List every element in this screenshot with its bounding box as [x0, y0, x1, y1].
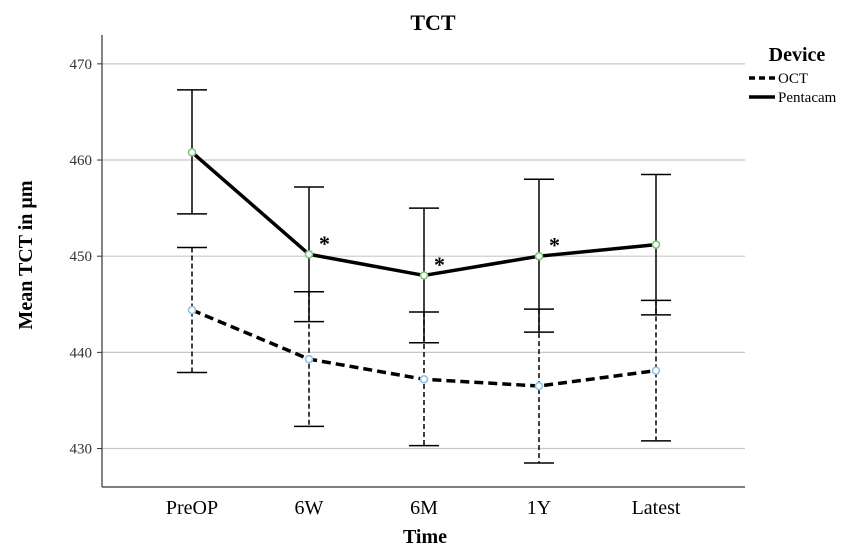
- x-tick-label-preop: PreOP: [166, 497, 218, 519]
- x-tick-label-latest: Latest: [632, 497, 681, 519]
- x-tick-label-1y: 1Y: [527, 497, 551, 519]
- significance-marker-1y: *: [549, 233, 560, 258]
- legend-item-pentacam: Pentacam: [749, 90, 837, 106]
- legend-title: Device: [769, 44, 826, 66]
- y-axis-title: Mean TCT in µm: [15, 180, 37, 329]
- data-point-pentacam-6m: [419, 271, 429, 280]
- legend: Device OCT Pentacam: [749, 44, 837, 106]
- data-point-pentacam-6w: [304, 249, 314, 259]
- legend-label-oct: OCT: [778, 71, 808, 87]
- data-point-oct-latest: [651, 366, 661, 375]
- chart-title: TCT: [410, 10, 456, 35]
- data-point-oct-1y: [534, 381, 544, 391]
- y-tick-label-470: 470: [70, 57, 93, 73]
- error-bar-oct-preop: [177, 246, 207, 374]
- data-point-pentacam-1y: [534, 251, 544, 261]
- y-tick-label-430: 430: [70, 442, 93, 458]
- legend-item-oct: OCT: [749, 71, 808, 87]
- significance-marker-6w: *: [319, 231, 330, 256]
- y-tick-label-460: 460: [70, 153, 93, 169]
- y-tick-labels: 430 440 450 460 470: [70, 57, 102, 458]
- annotations: * * *: [319, 231, 560, 277]
- x-tick-label-6m: 6M: [410, 497, 438, 519]
- significance-marker-6m: *: [434, 252, 445, 277]
- series-pentacam: [177, 89, 671, 344]
- data-point-pentacam-latest: [651, 240, 661, 249]
- data-point-oct-preop: [187, 305, 197, 315]
- y-tick-label-450: 450: [70, 249, 93, 265]
- x-tick-labels: PreOP 6W 6M 1Y Latest: [166, 497, 681, 519]
- legend-label-pentacam: Pentacam: [778, 90, 837, 106]
- series-oct: [177, 246, 671, 464]
- legend-items: OCT Pentacam: [749, 71, 837, 106]
- x-axis-title: Time: [403, 526, 447, 548]
- series: [177, 89, 671, 464]
- data-point-oct-6w: [304, 354, 314, 364]
- axes: [101, 35, 745, 488]
- x-tick-label-6w: 6W: [295, 497, 324, 519]
- y-tick-label-440: 440: [70, 345, 93, 361]
- data-point-oct-6m: [419, 374, 429, 384]
- data-point-pentacam-preop: [187, 148, 197, 157]
